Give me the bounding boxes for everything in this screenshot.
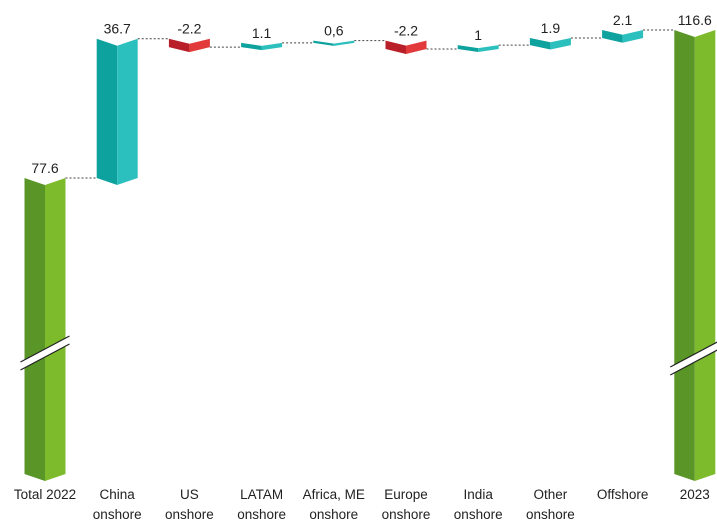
- axis-break-mark: [670, 341, 717, 376]
- bar-left-face: [24, 178, 45, 481]
- category-label-africa-me-onshore: Africa, ME: [303, 487, 365, 502]
- category-label-europe-onshore-line2: onshore: [382, 507, 431, 522]
- bar-left-face: [674, 30, 695, 481]
- axis-break-mark: [20, 335, 70, 371]
- category-labels: Total 2022 China onshore US onshore LATAM onsh…: [14, 487, 710, 522]
- bar-left-face: [241, 42, 262, 51]
- bar-latam-onshore: [241, 42, 283, 51]
- bar-right-face: [550, 37, 571, 50]
- value-label-latam-onshore: 1.1: [252, 25, 272, 41]
- bar-left-face: [385, 40, 406, 54]
- category-label-other-onshore-line2: onshore: [526, 507, 575, 522]
- category-label-latam-onshore-line2: onshore: [237, 507, 286, 522]
- axis-break-line: [670, 349, 717, 376]
- category-label-us-onshore-line2: onshore: [165, 507, 214, 522]
- value-label-offshore: 2.1: [613, 12, 633, 28]
- category-label-india-onshore-line2: onshore: [454, 507, 503, 522]
- category-label-offshore: Offshore: [597, 487, 649, 502]
- bar-europe-onshore: [385, 40, 427, 54]
- bars: [20, 30, 717, 481]
- bar-us-onshore: [168, 38, 210, 53]
- axis-break-line: [20, 343, 70, 371]
- category-label-africa-me-onshore-line2: onshore: [309, 507, 358, 522]
- bar-right-face: [117, 38, 138, 185]
- bar-left-face: [529, 37, 551, 50]
- category-label-other-onshore: Other: [534, 487, 568, 502]
- bar-other-onshore: [529, 37, 571, 50]
- bar-right-face: [622, 30, 644, 43]
- category-label-india-onshore: India: [464, 487, 494, 502]
- bar-left-face: [602, 30, 623, 43]
- bar-left-face: [96, 38, 118, 185]
- bar-right-face: [694, 30, 716, 481]
- bar-right-face: [261, 42, 283, 51]
- bar-right-face: [406, 40, 427, 54]
- value-label-us-onshore: -2.2: [177, 21, 201, 37]
- bar-right-face: [333, 40, 355, 46]
- value-label-other-onshore: 1.9: [541, 20, 561, 36]
- value-label-2023: 116.6: [678, 12, 712, 28]
- category-label-europe-onshore: Europe: [384, 487, 428, 502]
- category-label-latam-onshore: LATAM: [240, 487, 283, 502]
- bar-right-face: [189, 38, 210, 53]
- axis-break-gap: [20, 336, 70, 370]
- bar-right-face: [45, 178, 66, 481]
- axis-break-line: [670, 341, 717, 368]
- bar-left-face: [457, 45, 479, 52]
- value-label-total-2022: 77.6: [31, 160, 58, 176]
- bar-africa-me-onshore: [313, 40, 355, 46]
- category-label-china-onshore: China: [100, 487, 136, 502]
- category-label-us-onshore: US: [180, 487, 199, 502]
- bar-india-onshore: [457, 45, 499, 52]
- value-label-india-onshore: 1: [474, 27, 482, 43]
- value-label-europe-onshore: -2.2: [394, 23, 418, 39]
- value-label-china-onshore: 36.7: [104, 21, 131, 37]
- bar-left-face: [313, 40, 334, 46]
- bar-left-face: [168, 38, 190, 53]
- value-label-africa-me-onshore: 0,6: [324, 23, 344, 39]
- bar-china-onshore: [96, 38, 138, 185]
- bar-total-2022: [20, 178, 70, 481]
- connectors: [65, 29, 675, 179]
- category-label-china-onshore-line2: onshore: [93, 507, 142, 522]
- bar-offshore: [602, 30, 644, 43]
- axis-break-gap: [670, 342, 717, 375]
- bar-right-face: [478, 45, 499, 52]
- axis-break-line: [20, 335, 70, 363]
- value-labels: 77.6 36.7 -2.2 1.1 0,6 -2.2 1 1.9 2.1 116.6: [31, 12, 712, 176]
- category-label-2023: 2023: [680, 487, 710, 502]
- bar-2023: [670, 30, 717, 481]
- category-label-total-2022: Total 2022: [14, 487, 76, 502]
